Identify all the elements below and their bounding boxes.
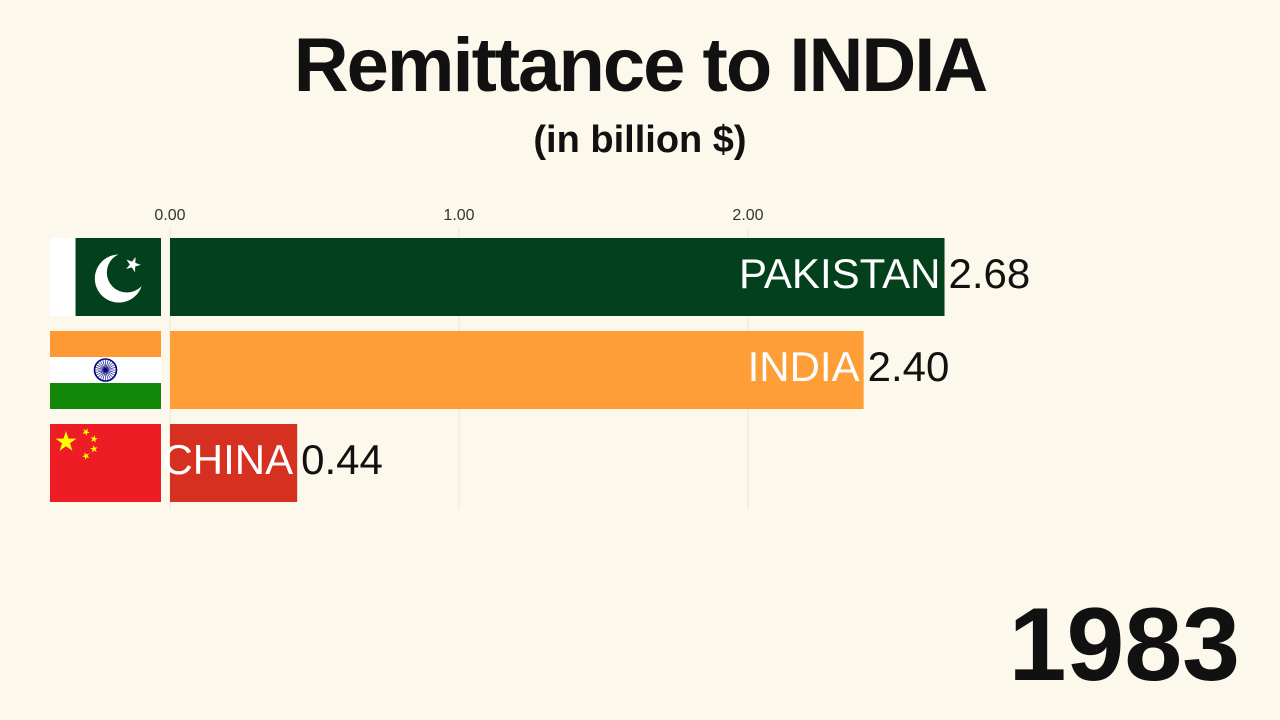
x-tick-label: 0.00: [154, 207, 185, 224]
bar-value-label: 2.40: [868, 343, 950, 390]
bar-value-label: 2.68: [949, 250, 1031, 297]
bar: [170, 238, 945, 316]
x-tick-label: 1.00: [443, 207, 474, 224]
pakistan-flag-icon: [50, 238, 161, 316]
chart-subtitle: (in billion $): [533, 119, 747, 161]
year-label: 1983: [1008, 587, 1240, 703]
bar-category-label: PAKISTAN: [739, 250, 941, 297]
bar-value-label: 0.44: [301, 436, 383, 483]
bar: [170, 331, 864, 409]
x-axis-ticks: 0.00 1.00 2.00: [154, 207, 764, 510]
x-tick-label: 2.00: [732, 207, 763, 224]
china-flag-icon: [50, 424, 161, 502]
bar-category-label: CHINA: [162, 436, 293, 483]
india-flag-icon: [50, 331, 161, 409]
bars: PAKISTAN 2.68 INDIA 2.40 CHINA 0.44: [50, 238, 1030, 502]
bar-category-label: INDIA: [748, 343, 860, 390]
bar: [170, 424, 298, 502]
chart-title: Remittance to INDIA: [293, 23, 989, 108]
